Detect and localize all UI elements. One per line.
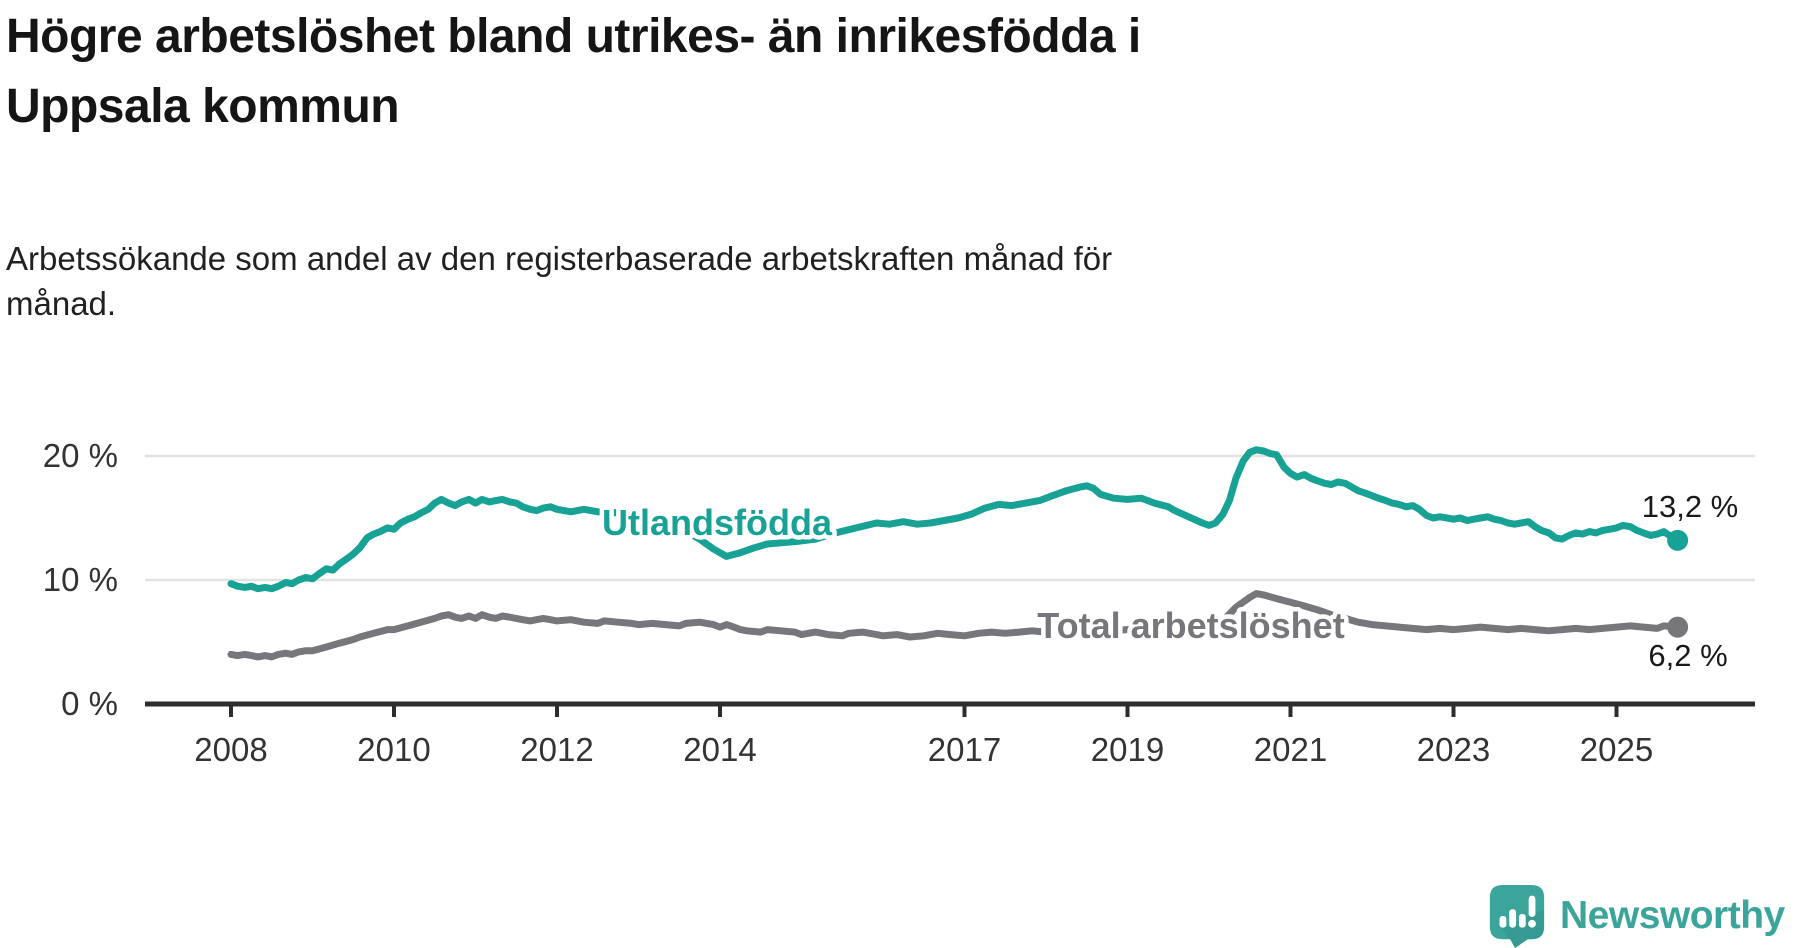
series-end-dot-total bbox=[1667, 616, 1689, 638]
x-tick-label-2023: 2023 bbox=[1417, 731, 1490, 768]
subtitle-line-1: Arbetssökande som andel av den registerb… bbox=[6, 240, 1113, 277]
exclamation-dot bbox=[1528, 919, 1536, 928]
exclamation-bar bbox=[1528, 895, 1536, 917]
y-tick-label-10: 10 % bbox=[43, 561, 118, 598]
subtitle-line-2: månad. bbox=[6, 285, 117, 322]
newsworthy-logo-text: Newsworthy bbox=[1560, 894, 1785, 937]
title-line-1: Högre arbetslöshet bland utrikes- än inr… bbox=[6, 10, 1141, 63]
page-title: Högre arbetslöshet bland utrikes- än inr… bbox=[6, 2, 1141, 142]
series-end-dot-utlandsfodda bbox=[1667, 529, 1689, 551]
y-tick-label-20: 20 % bbox=[43, 437, 118, 474]
series-line-total bbox=[227, 590, 1682, 661]
bar-chart-glyph bbox=[1499, 895, 1536, 928]
page-subtitle: Arbetssökande som andel av den registerb… bbox=[6, 236, 1112, 326]
x-tick-label-2025: 2025 bbox=[1580, 731, 1653, 768]
x-tick-label-2008: 2008 bbox=[194, 731, 267, 768]
series-line-utlandsfodda bbox=[227, 446, 1682, 593]
end-value-label-utlandsfodda: 13,2 % bbox=[1642, 489, 1739, 524]
end-value-label-total: 6,2 % bbox=[1648, 638, 1727, 673]
x-tick-label-2019: 2019 bbox=[1091, 731, 1164, 768]
x-tick-label-2010: 2010 bbox=[357, 731, 430, 768]
newsworthy-logo: Newsworthy bbox=[1488, 884, 1785, 948]
bubble-shade bbox=[1502, 909, 1545, 948]
x-tick-label-2021: 2021 bbox=[1254, 731, 1327, 768]
x-tick-label-2012: 2012 bbox=[520, 731, 593, 768]
line-chart: 2008 2010 2012 2014 2017 2019 2021 2023 2025 0 % 1… bbox=[43, 437, 1755, 768]
series-name-label-total: Total arbetslöshet bbox=[1037, 605, 1344, 646]
title-line-2: Uppsala kommun bbox=[6, 80, 400, 133]
x-tick-label-2017: 2017 bbox=[928, 731, 1001, 768]
newsworthy-logo-icon bbox=[1489, 884, 1545, 948]
series-name-label-utlandsfodda: Utlandsfödda bbox=[602, 502, 833, 543]
x-tick-label-2014: 2014 bbox=[683, 731, 756, 768]
y-tick-label-0: 0 % bbox=[61, 685, 118, 722]
